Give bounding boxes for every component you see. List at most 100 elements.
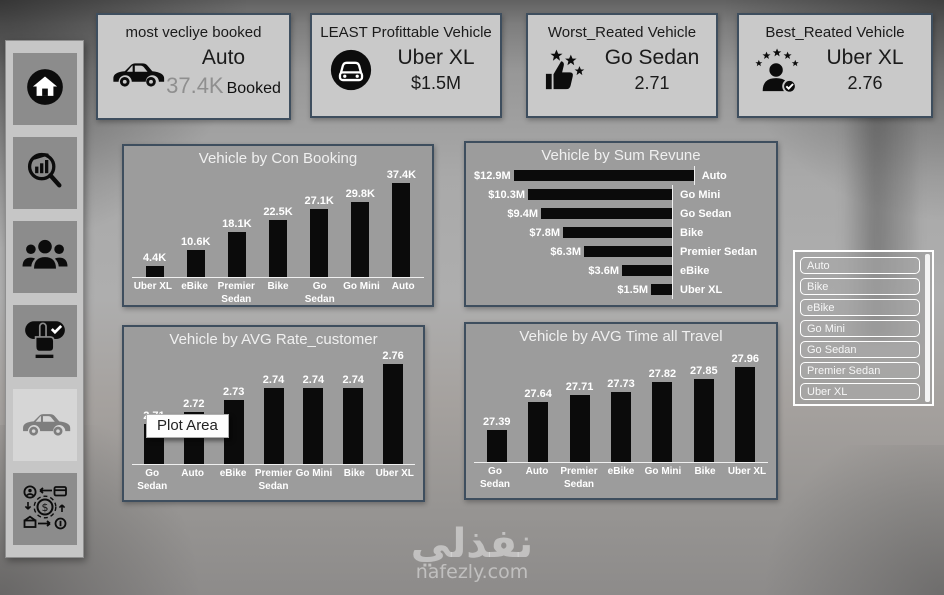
- bar-value-label: 27.1K: [304, 195, 334, 207]
- kpi-card-metric: 2.71: [634, 73, 670, 93]
- category-label: Auto: [693, 166, 790, 185]
- hbar-track: $6.3M: [474, 242, 672, 261]
- hbar-track: $3.6M: [474, 261, 672, 280]
- slicer-item-premier-sedan[interactable]: Premier Sedan: [800, 362, 920, 379]
- slicer-item-auto[interactable]: Auto: [800, 257, 920, 274]
- chart-avg-rate-customer: Vehicle by AVG Rate_customer2.712.722.73…: [122, 325, 425, 502]
- category-label: Go Sedan: [137, 468, 168, 492]
- bar[interactable]: [652, 382, 673, 462]
- hbar-track: $7.8M: [474, 223, 672, 242]
- category-label: eBike: [672, 261, 768, 280]
- slicer-item-bike[interactable]: Bike: [800, 278, 920, 295]
- bar[interactable]: [528, 189, 672, 200]
- kpi-card-title: most vecliye booked: [125, 24, 262, 41]
- category-label: Uber XL: [133, 281, 173, 292]
- bar[interactable]: [310, 209, 329, 277]
- x-axis-line: [132, 464, 415, 465]
- nav-customers-button[interactable]: [12, 221, 77, 293]
- people-icon: [22, 234, 68, 281]
- kpi-card-worst-rated: Worst_Reated Vehicle Go Sedan 2.71: [526, 13, 718, 118]
- person-stars-check-icon: [749, 47, 807, 93]
- category-label: Uber XL: [375, 468, 414, 479]
- category-label: Premier Sedan: [217, 281, 255, 305]
- slicer-item-label: Go Sedan: [807, 343, 857, 356]
- hbar-row: $1.5M Uber XL: [474, 280, 768, 299]
- hbar-rows: $12.9M Auto $10.3M Go Mini $9.4M Go Sedan $7.8…: [474, 166, 768, 299]
- bar-value-label: 27.82: [648, 368, 677, 380]
- slicer-item-go-sedan[interactable]: Go Sedan: [800, 341, 920, 358]
- chart-avg-time-travel: Vehicle by AVG Time all Travel 27.39 27.64…: [464, 322, 778, 500]
- bar[interactable]: [343, 388, 364, 464]
- kpi-card-title: LEAST Profittable Vehicle: [320, 24, 492, 41]
- bar[interactable]: [528, 402, 549, 462]
- bar[interactable]: [651, 284, 672, 295]
- bar[interactable]: [541, 208, 672, 219]
- nav-revenue-button[interactable]: $: [12, 473, 77, 545]
- bar[interactable]: [303, 388, 324, 464]
- category-label: Go Sedan: [479, 466, 510, 490]
- bar-column: 27.71: [559, 381, 600, 462]
- bar[interactable]: [392, 183, 411, 277]
- category-label: eBike: [181, 281, 208, 292]
- nav-analytics-button[interactable]: [12, 137, 77, 209]
- nav-vehicles-button[interactable]: [12, 389, 77, 461]
- bar[interactable]: [563, 227, 672, 238]
- bar[interactable]: [622, 265, 672, 276]
- car-side-icon: [108, 57, 166, 89]
- bar-value-label: 4.4K: [142, 252, 167, 264]
- category-axis: Go Sedan Auto Premier Sedan eBike Go Mini Bik…: [474, 463, 768, 492]
- nav-home-button[interactable]: [12, 53, 77, 125]
- chart-title: Vehicle by Sum Revune: [541, 147, 701, 164]
- hbar-row: $6.3M Premier Sedan: [474, 242, 768, 261]
- plot-area: 4.4K 10.6K 18.1K 22.5K 27.1K 29.8K 37.4K: [132, 169, 424, 277]
- bar[interactable]: [610, 392, 631, 462]
- bar-value-label: $3.6M: [588, 264, 619, 277]
- bar[interactable]: [584, 246, 672, 257]
- slicer-scrollbar[interactable]: [925, 254, 930, 402]
- bar[interactable]: [351, 202, 370, 277]
- category-label: Bike: [672, 223, 768, 242]
- bar-value-label: 29.8K: [345, 188, 375, 200]
- kpi-card-most-booked: most vecliye booked Auto 37.4K Booked: [96, 13, 291, 120]
- bar[interactable]: [268, 220, 287, 277]
- category-label: Go Mini: [672, 185, 768, 204]
- bar[interactable]: [735, 367, 756, 462]
- kpi-card-best-rated: Best_Reated Vehicle Uber XL 2.76: [737, 13, 933, 118]
- kpi-card-metric: $1.5M: [410, 73, 462, 93]
- slicer-item-go-mini[interactable]: Go Mini: [800, 320, 920, 337]
- category-label: Go Mini: [295, 468, 333, 479]
- bar[interactable]: [227, 232, 246, 277]
- watermark: نفذلي nafezly.com: [0, 522, 944, 583]
- bar[interactable]: [486, 430, 507, 462]
- bar[interactable]: [383, 364, 404, 464]
- plot-area: 2.712.722.732.742.742.742.76: [132, 350, 415, 464]
- category-label: Go Mini: [343, 281, 380, 292]
- car-front-circle-icon: [322, 47, 380, 93]
- category-label: Auto: [181, 468, 205, 479]
- bar-value-label: 2.74: [302, 374, 325, 386]
- category-label: Premier Sedan: [672, 242, 768, 261]
- press-hand-check-icon: [22, 316, 68, 367]
- slicer-item-uber-xl[interactable]: Uber XL: [800, 383, 920, 400]
- bar[interactable]: [693, 379, 714, 462]
- bar-value-label: 27.73: [607, 378, 635, 390]
- bar[interactable]: [186, 250, 205, 277]
- bar-column: 2.76: [373, 350, 413, 464]
- slicer-item-label: Uber XL: [807, 385, 848, 398]
- category-axis: Uber XL eBike Premier Sedan Bike Go Sedan Go …: [132, 278, 424, 307]
- bar[interactable]: [145, 266, 164, 277]
- kpi-card-metric-suffix: Booked: [226, 80, 281, 97]
- bar-column: 4.4K: [134, 252, 175, 277]
- bar-column: 18.1K: [216, 218, 257, 277]
- category-label: Premier Sedan: [560, 466, 598, 490]
- bar[interactable]: [513, 170, 694, 181]
- bar-value-label: $1.5M: [617, 283, 648, 296]
- bar[interactable]: [569, 395, 590, 462]
- bar[interactable]: [263, 388, 284, 464]
- bar-column: 2.74: [333, 374, 373, 464]
- hbar-track: $9.4M: [474, 204, 672, 223]
- slicer-item-ebike[interactable]: eBike: [800, 299, 920, 316]
- nav-booking-button[interactable]: [12, 305, 77, 377]
- bar-column: 10.6K: [175, 236, 216, 277]
- hbar-row: $12.9M Auto: [474, 166, 768, 185]
